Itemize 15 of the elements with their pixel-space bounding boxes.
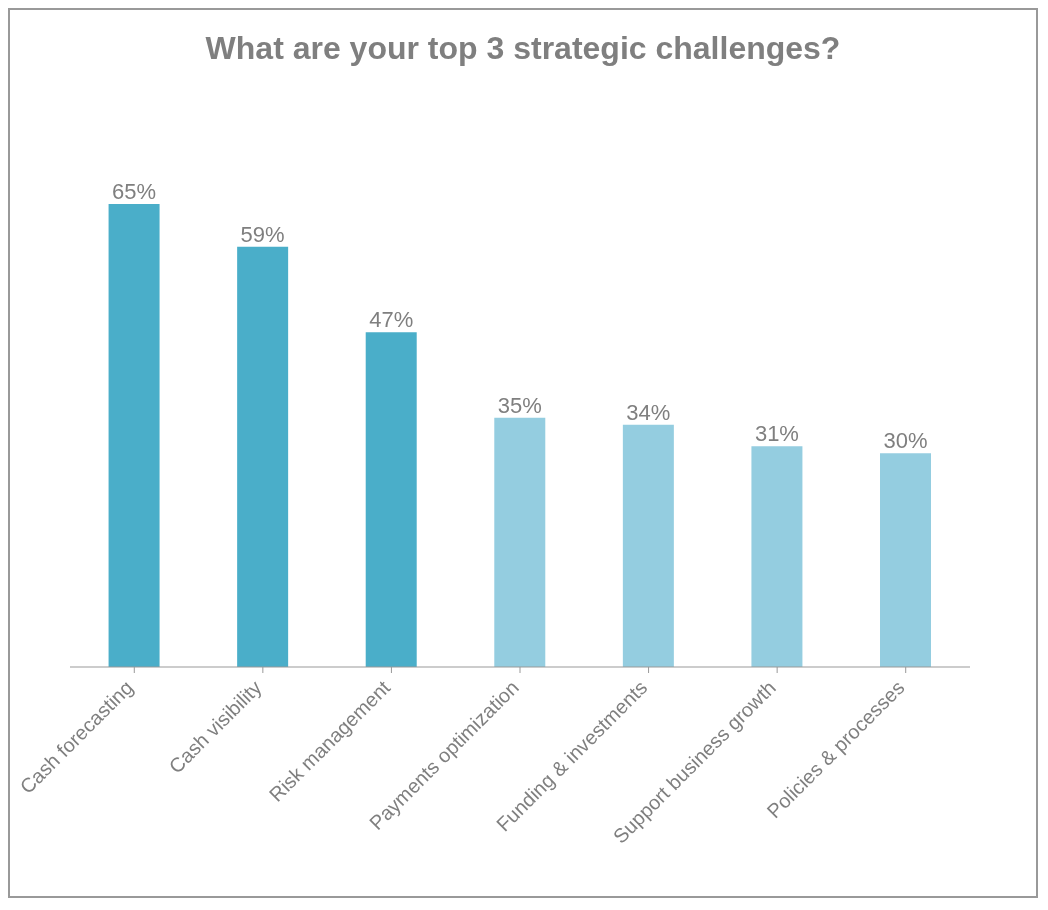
data-label: 34%	[626, 399, 671, 425]
data-label: 65%	[112, 178, 157, 204]
bar	[108, 203, 160, 667]
bar	[237, 246, 289, 667]
bar	[365, 332, 417, 667]
bar	[494, 417, 546, 667]
data-label: 59%	[240, 221, 285, 247]
bar	[880, 453, 931, 667]
data-label: 30%	[883, 428, 928, 454]
data-label: 31%	[754, 421, 799, 447]
data-label: 35%	[497, 392, 542, 418]
chart-title: What are your top 3 strategic challenges?	[204, 29, 842, 67]
data-label: 47%	[369, 307, 414, 333]
bar	[622, 424, 674, 667]
bar	[751, 446, 803, 667]
